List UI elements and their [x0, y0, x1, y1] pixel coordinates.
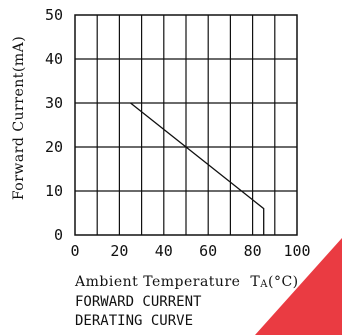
y-tick-label: 0: [54, 226, 63, 244]
y-tick-label: 30: [45, 94, 63, 112]
x-axis-symbol: T: [250, 274, 260, 290]
x-axis-subscript: A: [259, 279, 268, 290]
y-tick-label: 20: [45, 138, 63, 156]
y-tick-labels: 0 10 20 30 40 50: [45, 6, 63, 244]
caption-line-2: DERATING CURVE: [75, 313, 193, 329]
x-axis-unit: (°C): [268, 274, 299, 290]
watermark-logo: [255, 238, 342, 335]
x-tick-label: 60: [199, 242, 217, 260]
y-axis-title: Forward Current(mA): [11, 36, 27, 200]
x-tick-label: 100: [283, 242, 310, 260]
series-lines: [130, 102, 265, 235]
plot-frame: [74, 14, 298, 236]
y-tick-label: 40: [45, 50, 63, 68]
x-axis-title: Ambient Temperature TA(°C): [74, 274, 299, 290]
x-tick-label: 80: [244, 242, 262, 260]
x-tick-labels: 0 20 40 60 80 100: [70, 242, 310, 260]
x-tick-label: 40: [155, 242, 173, 260]
caption-line-1: FORWARD CURRENT: [75, 294, 202, 310]
x-tick-label: 0: [70, 242, 79, 260]
y-tick-label: 50: [45, 6, 63, 24]
grid-lines: [75, 15, 297, 235]
derating-curve: [130, 102, 265, 235]
x-axis-title-text: Ambient Temperature: [74, 274, 240, 290]
x-tick-label: 20: [110, 242, 128, 260]
y-tick-label: 10: [45, 182, 63, 200]
